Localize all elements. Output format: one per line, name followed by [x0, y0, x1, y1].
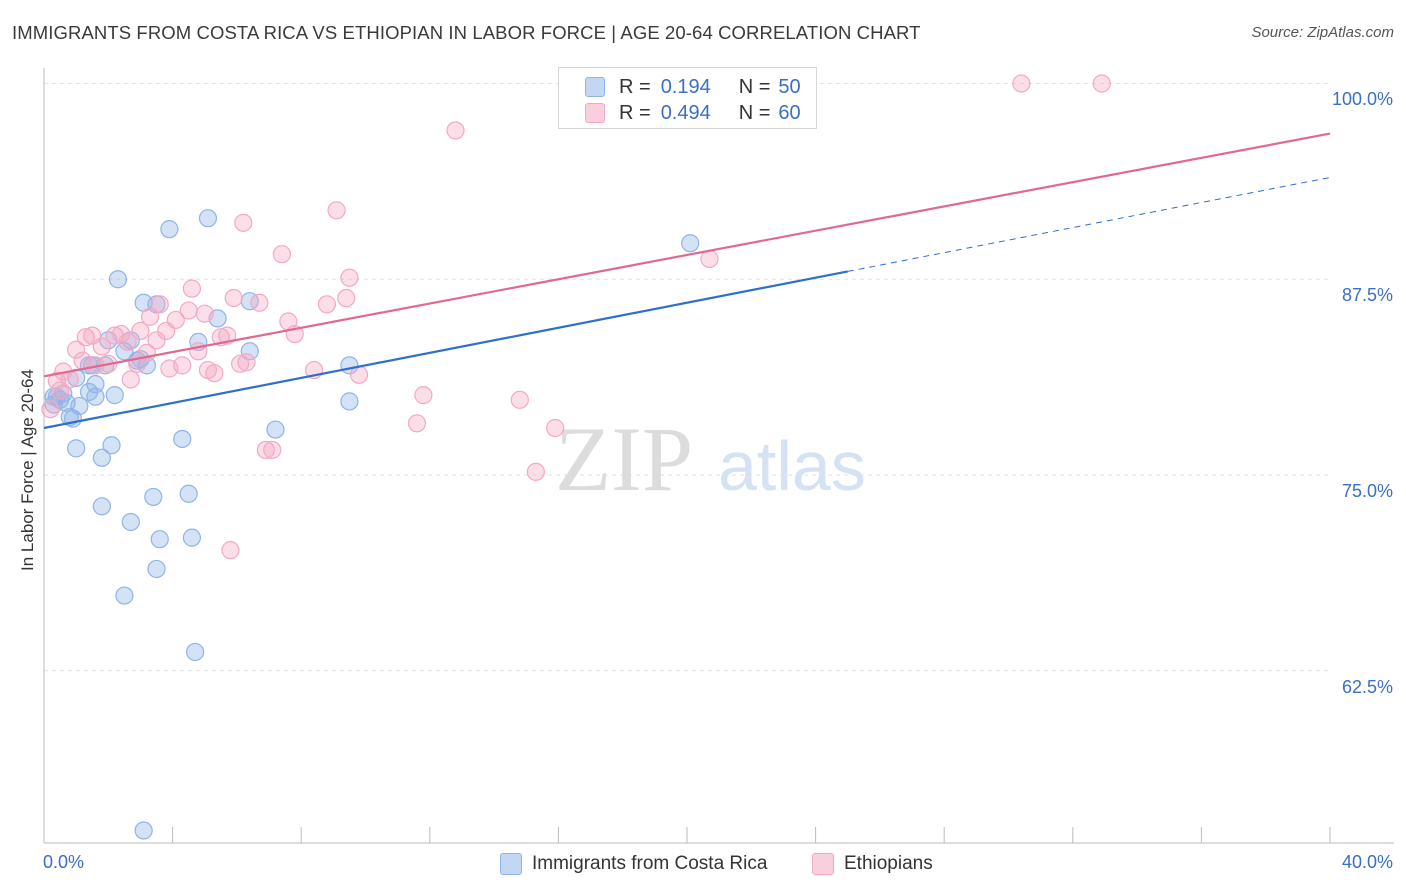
data-point	[263, 440, 282, 460]
data-point	[150, 295, 169, 314]
legend-r-label: R =	[619, 75, 651, 98]
y-tick-label: 87.5%	[1341, 285, 1393, 306]
data-point	[173, 429, 192, 449]
watermark: ZIP atlas	[555, 408, 866, 510]
data-point	[160, 220, 179, 239]
data-point	[92, 497, 111, 516]
data-point	[147, 559, 166, 579]
data-point	[234, 213, 253, 232]
legend-r-value: 0.194	[660, 75, 711, 98]
trend-lines	[43, 132, 1331, 430]
trend-line-costa-rica	[43, 270, 848, 430]
bottom-legend-ethiopians: Ethiopians	[812, 852, 933, 876]
correlation-legend: R = 0.194 N = 50 R = 0.494 N = 60	[558, 67, 817, 129]
bottom-legend-swatch-costa-rica	[500, 853, 522, 875]
grid-lines	[44, 82, 1330, 672]
data-point	[327, 201, 346, 220]
y-tick-label: 100.0%	[1331, 89, 1393, 110]
data-point	[121, 370, 140, 389]
data-point	[182, 528, 201, 547]
data-point	[76, 328, 95, 347]
y-tick-label: 75.0%	[1341, 480, 1393, 501]
data-point	[337, 288, 356, 308]
legend-n-label: N =	[738, 75, 771, 98]
axes	[43, 68, 1394, 844]
data-point	[150, 530, 169, 549]
data-point	[131, 321, 150, 341]
data-point	[179, 301, 198, 320]
data-point	[414, 386, 433, 405]
legend-n-value: 60	[778, 101, 801, 124]
legend-r-label: R =	[619, 101, 651, 124]
x-tick-label-max: 40.0%	[1341, 852, 1393, 872]
data-point	[186, 642, 205, 662]
y-tick-label: 62.5%	[1341, 676, 1393, 697]
data-point	[140, 307, 160, 326]
data-point	[67, 439, 86, 458]
bottom-legend-costa-rica: Immigrants from Costa Rica	[500, 852, 767, 876]
data-point	[256, 440, 275, 460]
data-point	[272, 245, 292, 264]
data-point	[231, 354, 250, 373]
data-point	[92, 448, 111, 467]
chart-source: Source: ZipAtlas.com	[1251, 24, 1394, 41]
data-point	[147, 331, 166, 350]
data-point	[102, 436, 121, 455]
legend-n-value: 50	[778, 75, 801, 98]
legend-swatch-ethiopians	[585, 103, 605, 123]
data-point	[70, 396, 89, 416]
data-point	[105, 386, 124, 405]
data-point	[166, 310, 185, 330]
chart-title: IMMIGRANTS FROM COSTA RICA VS ETHIOPIAN …	[12, 22, 921, 43]
legend-r-value: 0.494	[660, 101, 711, 124]
data-point	[317, 295, 337, 314]
data-point	[198, 209, 218, 228]
legend-swatch-costa-rica	[585, 77, 605, 97]
data-point	[67, 340, 86, 359]
bottom-legend-swatch-ethiopians	[812, 853, 834, 875]
data-point	[526, 462, 545, 481]
data-point	[546, 418, 565, 438]
data-point	[118, 332, 137, 351]
data-point	[224, 288, 243, 308]
legend-row-costa-rica: R = 0.194 N = 50	[585, 75, 801, 99]
data-point	[237, 353, 256, 372]
data-point	[446, 121, 465, 140]
data-point	[115, 586, 134, 605]
data-point	[681, 234, 700, 253]
legend-n-label: N =	[738, 101, 771, 124]
x-tick-label-min: 0.0%	[43, 852, 85, 872]
data-point	[221, 541, 240, 560]
watermark-zip: ZIP	[555, 408, 693, 510]
data-point	[1012, 74, 1031, 93]
data-point	[240, 342, 259, 361]
data-point	[250, 293, 269, 312]
data-point	[144, 487, 163, 507]
data-point	[92, 337, 111, 356]
data-point	[407, 414, 427, 433]
data-point	[134, 821, 153, 840]
data-point	[108, 270, 128, 289]
data-point	[182, 279, 201, 298]
series-costa-rica	[44, 209, 700, 840]
watermark-atlas: atlas	[718, 427, 866, 505]
data-point	[266, 420, 285, 439]
data-point	[195, 304, 214, 323]
data-point	[340, 392, 359, 411]
trend-line-ethiopians	[43, 132, 1331, 378]
bottom-legend-label: Immigrants from Costa Rica	[532, 853, 768, 874]
data-point	[121, 512, 140, 532]
data-point	[79, 382, 99, 402]
data-point	[173, 356, 192, 375]
data-point	[340, 268, 359, 287]
data-point	[41, 400, 60, 419]
bottom-legend-label: Ethiopians	[844, 853, 933, 874]
data-point	[179, 484, 198, 503]
data-point	[205, 364, 224, 383]
trend-extension-costa-rica	[847, 176, 1331, 272]
data-point	[1092, 74, 1111, 93]
legend-row-ethiopians: R = 0.494 N = 60	[585, 101, 801, 125]
data-point	[510, 390, 529, 409]
